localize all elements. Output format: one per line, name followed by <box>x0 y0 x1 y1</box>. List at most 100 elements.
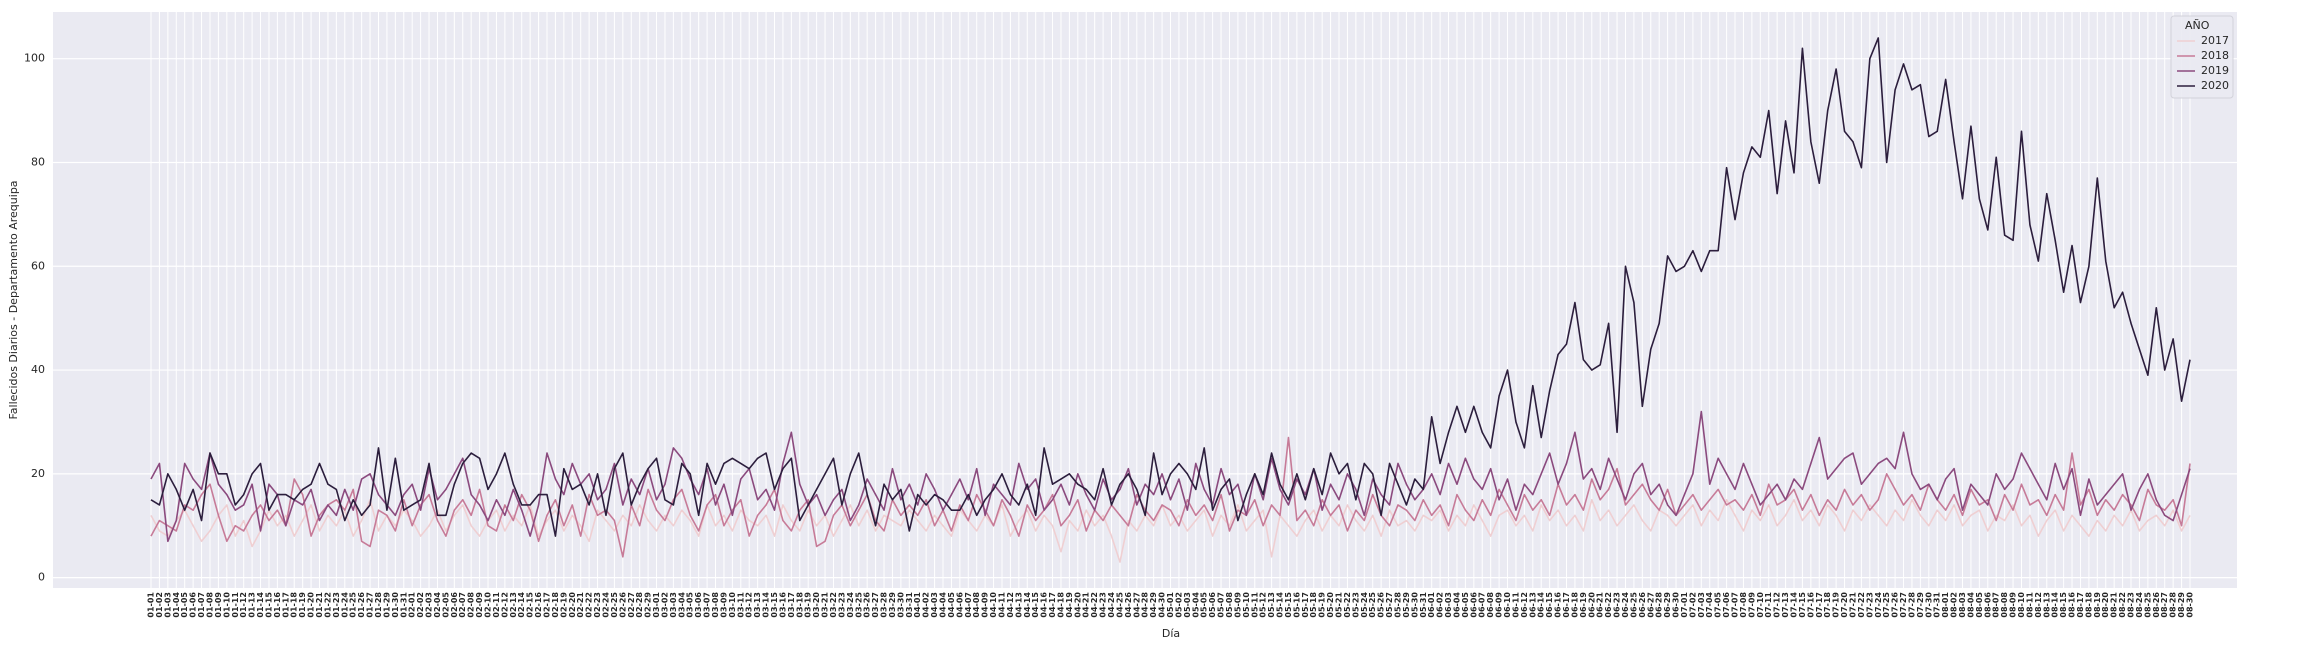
x-tick-label: 07-08 <box>1739 592 1748 618</box>
x-tick-label: 02-24 <box>601 592 610 618</box>
x-tick-label: 05-19 <box>1318 592 1327 618</box>
x-tick-label: 06-17 <box>1562 592 1571 618</box>
x-tick-label: 04-24 <box>1107 592 1116 618</box>
x-tick-label: 06-05 <box>1461 592 1470 618</box>
x-tick-label: 04-04 <box>939 592 948 618</box>
x-tick-label: 03-05 <box>686 592 695 618</box>
x-tick-label: 07-17 <box>1815 592 1824 618</box>
x-tick-label: 04-27 <box>1132 592 1141 618</box>
x-tick-label: 06-18 <box>1570 592 1579 618</box>
x-tick-label: 01-13 <box>248 592 257 618</box>
x-tick-label: 03-31 <box>905 592 914 618</box>
x-tick-label: 05-21 <box>1335 592 1344 618</box>
x-tick-label: 08-20 <box>2101 592 2110 618</box>
x-tick-label: 02-08 <box>467 592 476 618</box>
x-tick-label: 01-09 <box>214 592 223 618</box>
x-tick-label: 05-04 <box>1191 592 1200 618</box>
x-tick-label: 05-26 <box>1377 592 1386 618</box>
x-tick-label: 05-31 <box>1419 592 1428 618</box>
x-tick-label: 01-16 <box>273 592 282 618</box>
x-tick-label: 05-11 <box>1250 592 1259 618</box>
x-tick-label: 07-19 <box>1832 592 1841 618</box>
y-axis-label: Fallecidos Diarios - Departamento Arequi… <box>7 180 20 419</box>
x-tick-label: 08-23 <box>2127 592 2136 618</box>
x-tick-label: 08-15 <box>2059 592 2068 618</box>
x-tick-label: 01-14 <box>256 592 265 618</box>
x-tick-label: 07-16 <box>1806 592 1815 618</box>
x-tick-label: 05-02 <box>1174 592 1183 618</box>
x-tick-label: 07-13 <box>1781 592 1790 618</box>
x-tick-label: 04-29 <box>1149 592 1158 618</box>
y-tick-label: 80 <box>31 155 45 168</box>
x-tick-label: 03-26 <box>863 592 872 618</box>
x-tick-label: 05-07 <box>1217 592 1226 618</box>
y-tick-label: 20 <box>31 467 45 480</box>
x-tick-label: 01-26 <box>357 592 366 618</box>
lines <box>150 37 2191 563</box>
x-tick-label: 01-30 <box>391 592 400 618</box>
x-tick-label: 01-17 <box>281 592 290 618</box>
legend: AÑO 2017 2018 2019 2020 <box>2170 15 2234 99</box>
x-tick-label: 02-07 <box>458 592 467 618</box>
x-tick-label: 03-08 <box>711 592 720 618</box>
x-tick-label: 07-04 <box>1705 592 1714 618</box>
x-tick-label: 05-05 <box>1200 592 1209 618</box>
x-tick-label: 05-17 <box>1301 592 1310 618</box>
x-tick-label: 07-10 <box>1756 592 1765 618</box>
series-line <box>150 37 2191 537</box>
x-tick-label: 04-18 <box>1056 592 1065 618</box>
x-tick-label: 06-22 <box>1604 592 1613 618</box>
x-tick-label: 08-06 <box>1983 592 1992 618</box>
x-tick-label: 05-27 <box>1385 592 1394 618</box>
x-tick-label: 02-14 <box>517 592 526 618</box>
x-tick-label: 04-02 <box>922 592 931 618</box>
x-tick-label: 01-07 <box>197 592 206 618</box>
x-tick-label: 03-06 <box>694 592 703 618</box>
x-tick-label: 04-26 <box>1124 592 1133 618</box>
x-tick-label: 04-11 <box>997 592 1006 618</box>
x-tick-label: 03-23 <box>837 592 846 618</box>
x-axis-label: Día <box>1162 627 1180 640</box>
x-tick-label: 04-12 <box>1006 592 1015 618</box>
x-tick-label: 07-21 <box>1848 592 1857 618</box>
x-tick-label: 02-15 <box>526 592 535 618</box>
x-tick-label: 07-09 <box>1747 592 1756 618</box>
x-tick-label: 04-28 <box>1141 592 1150 618</box>
x-tick-label: 04-07 <box>964 592 973 618</box>
x-tick-label: 06-10 <box>1503 592 1512 618</box>
x-tick-label: 04-15 <box>1031 592 1040 618</box>
x-tick-label: 04-09 <box>981 592 990 618</box>
x-tick-label: 03-27 <box>871 592 880 618</box>
x-tick-label: 06-01 <box>1427 592 1436 618</box>
x-tick-label: 08-17 <box>2076 592 2085 618</box>
x-tick-label: 04-25 <box>1115 592 1124 618</box>
x-tick-label: 02-22 <box>585 592 594 618</box>
legend-label: 2019 <box>2201 64 2229 77</box>
x-tick-label: 07-05 <box>1714 592 1723 618</box>
x-tick-label: 06-20 <box>1587 592 1596 618</box>
x-tick-label: 08-01 <box>1941 592 1950 618</box>
x-tick-label: 05-16 <box>1292 592 1301 618</box>
x-tick-label: 08-16 <box>2068 592 2077 618</box>
x-tick-label: 05-30 <box>1410 592 1419 618</box>
x-tick-label: 01-20 <box>307 592 316 618</box>
x-tick-label: 05-28 <box>1393 592 1402 618</box>
x-tick-label: 08-27 <box>2160 592 2169 618</box>
x-tick-label: 01-06 <box>189 592 198 618</box>
x-tick-label: 03-29 <box>888 592 897 618</box>
x-tick-label: 06-28 <box>1655 592 1664 618</box>
x-tick-label: 07-12 <box>1773 592 1782 618</box>
x-tick-label: 01-19 <box>298 592 307 618</box>
x-tick-label: 02-20 <box>568 592 577 618</box>
x-tick-label: 02-16 <box>534 592 543 618</box>
x-tick-label: 01-21 <box>315 592 324 618</box>
x-tick-label: 02-05 <box>441 592 450 618</box>
x-tick-label: 05-13 <box>1267 592 1276 618</box>
x-tick-label: 03-28 <box>880 592 889 618</box>
x-tick-label: 04-01 <box>913 592 922 618</box>
x-tick-label: 01-12 <box>239 592 248 618</box>
series-line <box>150 498 2191 563</box>
x-tick-label: 07-02 <box>1688 592 1697 618</box>
x-tick-label: 04-05 <box>947 592 956 618</box>
x-tick-label: 05-14 <box>1276 592 1285 618</box>
